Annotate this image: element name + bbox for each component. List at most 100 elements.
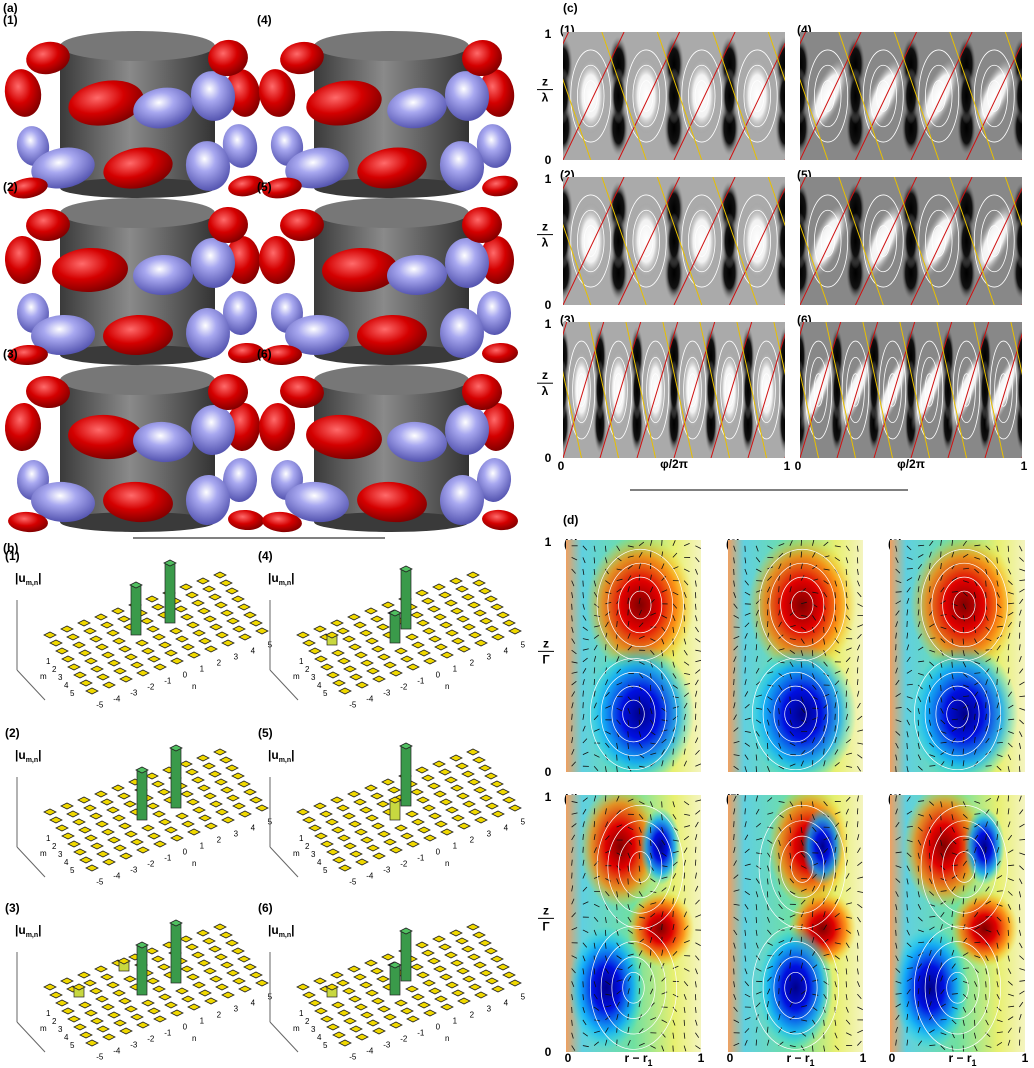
bar-top bbox=[327, 1024, 339, 1030]
bar-top bbox=[193, 807, 205, 813]
bar-top bbox=[74, 1024, 86, 1030]
bar-top bbox=[232, 773, 244, 779]
bar-top bbox=[209, 946, 221, 952]
bar-top bbox=[118, 793, 130, 799]
bar-top bbox=[309, 825, 321, 831]
bar-top bbox=[475, 992, 487, 998]
n-tick-label: 4 bbox=[251, 998, 256, 1007]
y-tick-label: 0 bbox=[545, 1045, 552, 1059]
bar-top bbox=[373, 853, 385, 859]
bar-top bbox=[395, 1000, 407, 1006]
bar-top bbox=[365, 608, 377, 614]
n-tick-label: 5 bbox=[521, 992, 526, 1001]
bar-top bbox=[451, 608, 463, 614]
axis-label-part: | bbox=[291, 748, 294, 762]
m-tick-label: 1 bbox=[46, 1009, 51, 1018]
bar-top bbox=[440, 799, 452, 805]
bar-top bbox=[457, 793, 469, 799]
bar-top bbox=[80, 680, 92, 686]
flow-field bbox=[728, 535, 863, 783]
velocity-arrow bbox=[963, 627, 964, 633]
bar-top bbox=[152, 781, 164, 787]
bar-top bbox=[473, 757, 485, 763]
bar-top bbox=[199, 990, 211, 996]
bar-top bbox=[424, 658, 436, 664]
bar-top bbox=[108, 1012, 120, 1018]
axis-label-sub: m,n bbox=[26, 757, 38, 764]
bar-top bbox=[354, 622, 366, 628]
bar-top bbox=[146, 948, 158, 954]
x-tick-label: 0 bbox=[565, 1051, 572, 1065]
bar-top bbox=[463, 801, 475, 807]
bar-top bbox=[474, 962, 486, 968]
contour-line bbox=[515, 50, 555, 142]
bar-top bbox=[366, 815, 378, 821]
bar-top bbox=[78, 797, 90, 803]
bar-top bbox=[103, 859, 115, 865]
bar-top bbox=[433, 936, 445, 942]
bar-top bbox=[107, 807, 119, 813]
bar-top bbox=[503, 972, 515, 978]
n-axis-label: n bbox=[192, 859, 196, 868]
bar-top bbox=[497, 964, 509, 970]
bar-top bbox=[349, 821, 361, 827]
bar-top bbox=[153, 811, 165, 817]
n-tick-label: -1 bbox=[164, 1028, 172, 1037]
bar-top bbox=[90, 636, 102, 642]
bar-top bbox=[367, 1020, 379, 1026]
bar-top bbox=[197, 755, 209, 761]
axis-label-part: r − r bbox=[948, 1051, 971, 1065]
m-axis-label: m bbox=[293, 1024, 300, 1033]
bar-top bbox=[222, 817, 234, 823]
bar-top bbox=[365, 785, 377, 791]
bar-top bbox=[44, 984, 56, 990]
subpanel-label: (1) bbox=[3, 13, 18, 27]
bar-top bbox=[350, 851, 362, 857]
n-tick-label: -4 bbox=[366, 871, 374, 880]
bar-top bbox=[338, 658, 350, 664]
bar-top bbox=[102, 1004, 114, 1010]
n-tick-label: 2 bbox=[470, 658, 475, 667]
bar-top bbox=[378, 831, 390, 837]
bar-top bbox=[446, 982, 458, 988]
bar-top bbox=[85, 658, 97, 664]
vortex-neg bbox=[640, 808, 681, 885]
n-axis-label: n bbox=[445, 859, 449, 868]
bar-top bbox=[388, 787, 400, 793]
bar-top bbox=[90, 988, 102, 994]
bar-top bbox=[407, 664, 419, 670]
contour-max bbox=[645, 349, 666, 431]
n-tick-label: 2 bbox=[217, 1010, 222, 1019]
m-tick-label: 5 bbox=[70, 866, 75, 875]
bar-top bbox=[350, 1026, 362, 1032]
bar-top bbox=[244, 964, 256, 970]
n-tick-label: -2 bbox=[400, 1034, 408, 1043]
y-tick-label: 0 bbox=[545, 298, 552, 312]
bar-top bbox=[492, 634, 504, 640]
m-tick-label: 4 bbox=[64, 681, 69, 690]
bar-top bbox=[356, 682, 368, 688]
bar-top bbox=[186, 769, 198, 775]
bar-top bbox=[204, 793, 216, 799]
bar-top bbox=[406, 986, 418, 992]
bar-top bbox=[366, 990, 378, 996]
bar-column bbox=[165, 563, 175, 623]
bar-top bbox=[119, 998, 131, 1004]
m-tick-label: 4 bbox=[317, 858, 322, 867]
n-tick-label: 4 bbox=[504, 823, 509, 832]
bar-top bbox=[233, 626, 245, 632]
bar-top bbox=[180, 761, 192, 767]
subpanel-label: (3) bbox=[5, 901, 20, 915]
velocity-arrow bbox=[1019, 766, 1020, 772]
bar-top bbox=[113, 815, 125, 821]
bar-top bbox=[382, 779, 394, 785]
axis-label: |um,n| bbox=[268, 571, 295, 587]
bar-top bbox=[491, 604, 503, 610]
bar-top bbox=[367, 668, 379, 674]
bar-top bbox=[411, 789, 423, 795]
bar-top bbox=[491, 781, 503, 787]
vortex-neg bbox=[910, 644, 1018, 783]
velocity-arrow bbox=[929, 840, 930, 846]
phase-line bbox=[1022, 32, 1034, 160]
bar-top bbox=[372, 998, 384, 1004]
